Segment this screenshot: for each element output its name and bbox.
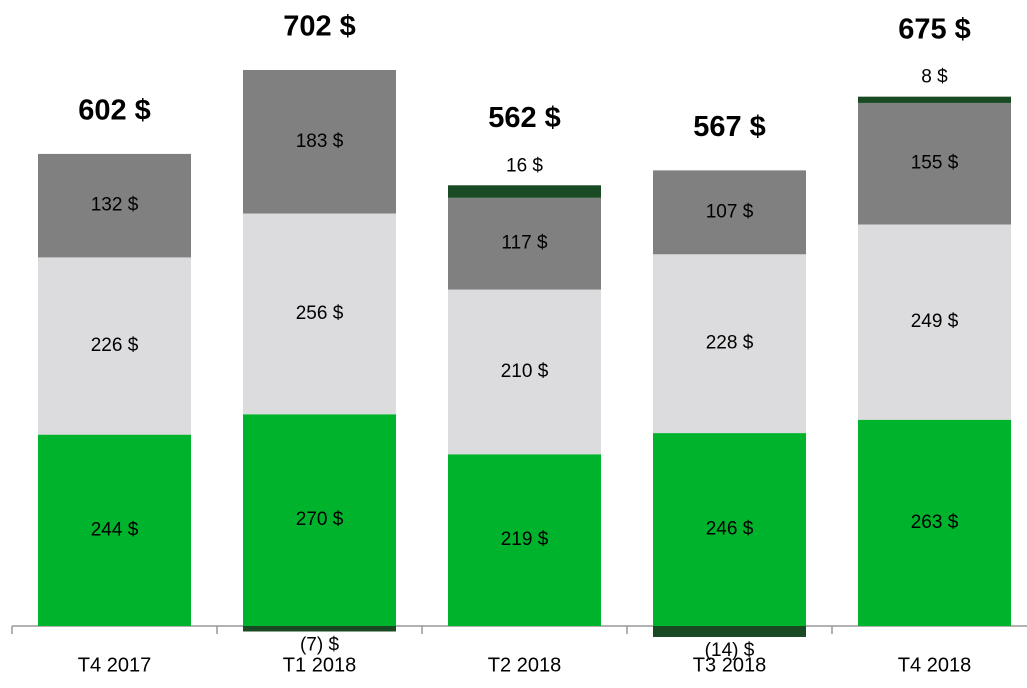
bar-segment: [858, 419, 1011, 626]
data-label: (7) $: [300, 635, 340, 656]
data-label: 8 $: [921, 67, 948, 88]
bar-segment: [653, 170, 806, 255]
bar-segment: [38, 257, 191, 435]
data-label: 132 $: [91, 195, 139, 216]
data-label: 256 $: [296, 303, 344, 324]
data-label: 107 $: [706, 201, 754, 222]
data-label: 219 $: [501, 529, 549, 550]
data-label: 210 $: [501, 361, 549, 382]
bar-segment: [448, 289, 601, 455]
total-label: 562 $: [488, 102, 561, 134]
total-label: 602 $: [78, 95, 151, 127]
total-label: 702 $: [283, 11, 356, 43]
bar-segment: [243, 70, 396, 214]
bar-segment: [38, 434, 191, 626]
data-label: 246 $: [706, 519, 754, 540]
bar-segment: [858, 102, 1011, 225]
bar-segment: [858, 96, 1011, 103]
total-label: 567 $: [693, 111, 766, 143]
data-label: 270 $: [296, 509, 344, 530]
bar-segment: [38, 153, 191, 258]
data-label: 117 $: [501, 233, 548, 254]
data-label: 249 $: [911, 311, 959, 332]
data-label: 263 $: [911, 512, 959, 533]
data-label: 226 $: [91, 335, 139, 356]
bar-segment: [448, 454, 601, 626]
bar-segment: [448, 197, 601, 290]
data-label: 183 $: [296, 131, 344, 152]
bar-segment: [448, 185, 601, 198]
x-tick-label: T2 2018: [488, 654, 561, 676]
bar-segment: [858, 224, 1011, 420]
data-label: 228 $: [706, 333, 754, 354]
bar-segment: [243, 414, 396, 626]
bar-segment: [243, 213, 396, 415]
x-tick-label: T3 2018: [693, 654, 766, 676]
x-tick-label: T4 2018: [898, 654, 971, 676]
data-label: 16 $: [506, 155, 543, 176]
bar-segment: [243, 626, 396, 632]
total-label: 675 $: [898, 13, 971, 45]
x-tick-label: T4 2017: [78, 654, 151, 676]
data-label: 244 $: [91, 519, 139, 540]
data-label: (14) $: [705, 640, 755, 661]
bar-segment: [653, 254, 806, 434]
bar-segment: [653, 433, 806, 626]
x-tick-label: T1 2018: [283, 654, 356, 676]
bar-segment: [653, 626, 806, 637]
data-label: 155 $: [911, 153, 959, 174]
